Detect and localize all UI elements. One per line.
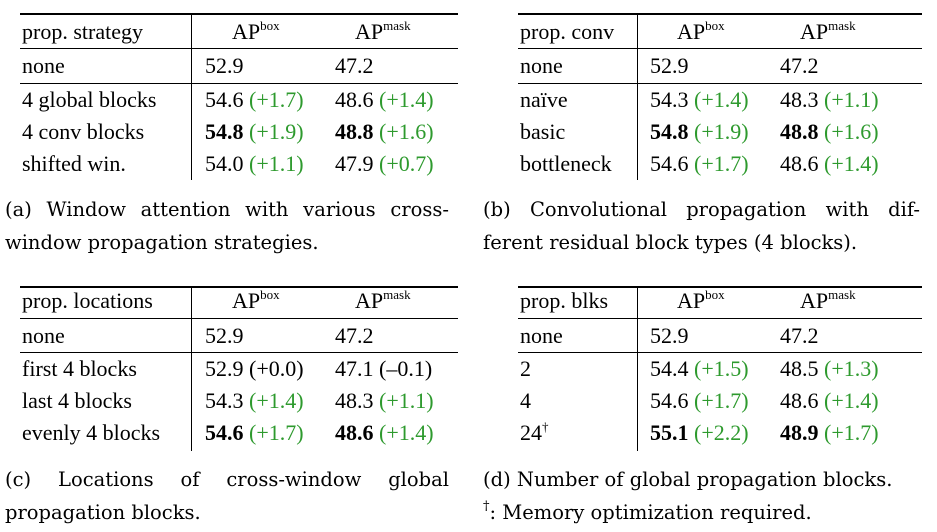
table-row: last 4 blocks 54.3 (+1.4) 48.3 (+1.1) — [22, 388, 434, 413]
table-row: naïve 54.3 (+1.4) 48.3 (+1.1) — [520, 87, 879, 112]
table-row: evenly 4 blocks 54.6 (+1.7) 48.6 (+1.4) — [22, 420, 434, 445]
caption-b: (b) Convolutional propagation with dif- … — [483, 198, 920, 254]
table-row: 4 global blocks 54.6 (+1.7) 48.6 (+1.4) — [22, 87, 434, 112]
caption-a: (a) Window attention with various cross-… — [5, 198, 449, 254]
column-divider — [191, 13, 192, 180]
table-row: basic 54.8 (+1.9) 48.8 (+1.6) — [520, 119, 879, 144]
table-row: 24† 55.1 (+2.2) 48.9 (+1.7) — [520, 419, 879, 445]
baseline-rule — [20, 352, 458, 353]
baseline-rule — [20, 83, 458, 84]
table-row: bottleneck 54.6 (+1.7) 48.6 (+1.4) — [520, 151, 879, 176]
caption-c: (c) Locations of cross-window global pro… — [5, 468, 449, 524]
baseline-rule — [518, 83, 922, 84]
column-divider — [637, 286, 638, 451]
baseline-row: none 52.9 47.2 — [520, 53, 819, 78]
header-ap-box: APbox — [677, 287, 725, 313]
header-rule — [20, 318, 458, 319]
table-row: 4 54.6 (+1.7) 48.6 (+1.4) — [520, 388, 879, 413]
header-ap-box: APbox — [232, 287, 280, 313]
header-ap-mask: APmask — [355, 18, 411, 44]
baseline-rule — [518, 352, 922, 353]
header-label: prop. conv — [520, 19, 615, 44]
header-label: prop. strategy — [22, 19, 143, 44]
top-rule — [518, 286, 922, 288]
table-row: 2 54.4 (+1.5) 48.5 (+1.3) — [520, 356, 879, 381]
header-row: prop. blks APbox APmask — [0, 285, 930, 317]
header-ap-box: APbox — [232, 18, 280, 44]
top-rule — [20, 286, 458, 288]
baseline-row: none 52.9 47.2 — [22, 53, 374, 78]
header-ap-mask: APmask — [800, 18, 856, 44]
header-label: prop. blks — [520, 288, 608, 313]
top-rule — [20, 13, 458, 15]
column-divider — [637, 13, 638, 180]
header-rule — [20, 48, 458, 49]
baseline-row: none 52.9 47.2 — [520, 323, 819, 348]
dagger-mark: † — [483, 499, 490, 514]
dagger-mark: † — [542, 419, 549, 434]
table-row: shifted win. 54.0 (+1.1) 47.9 (+0.7) — [22, 151, 434, 176]
top-rule — [518, 13, 922, 15]
table-row: first 4 blocks 52.9 (+0.0) 47.1 (–0.1) — [22, 356, 433, 381]
table-row: 4 conv blocks 54.8 (+1.9) 48.8 (+1.6) — [22, 119, 434, 144]
header-ap-mask: APmask — [355, 287, 411, 313]
header-label: prop. locations — [22, 288, 153, 313]
header-row: prop. locations APbox APmask — [0, 285, 460, 317]
header-rule — [518, 318, 922, 319]
column-divider — [191, 286, 192, 451]
header-ap-mask: APmask — [800, 287, 856, 313]
header-rule — [518, 48, 922, 49]
caption-d: (d) Number of global propagation blocks.… — [483, 468, 893, 524]
header-row: prop. conv APbox APmask — [0, 16, 930, 48]
header-row: prop. strategy APbox APmask — [0, 16, 460, 48]
header-ap-box: APbox — [677, 18, 725, 44]
baseline-row: none 52.9 47.2 — [22, 323, 374, 348]
